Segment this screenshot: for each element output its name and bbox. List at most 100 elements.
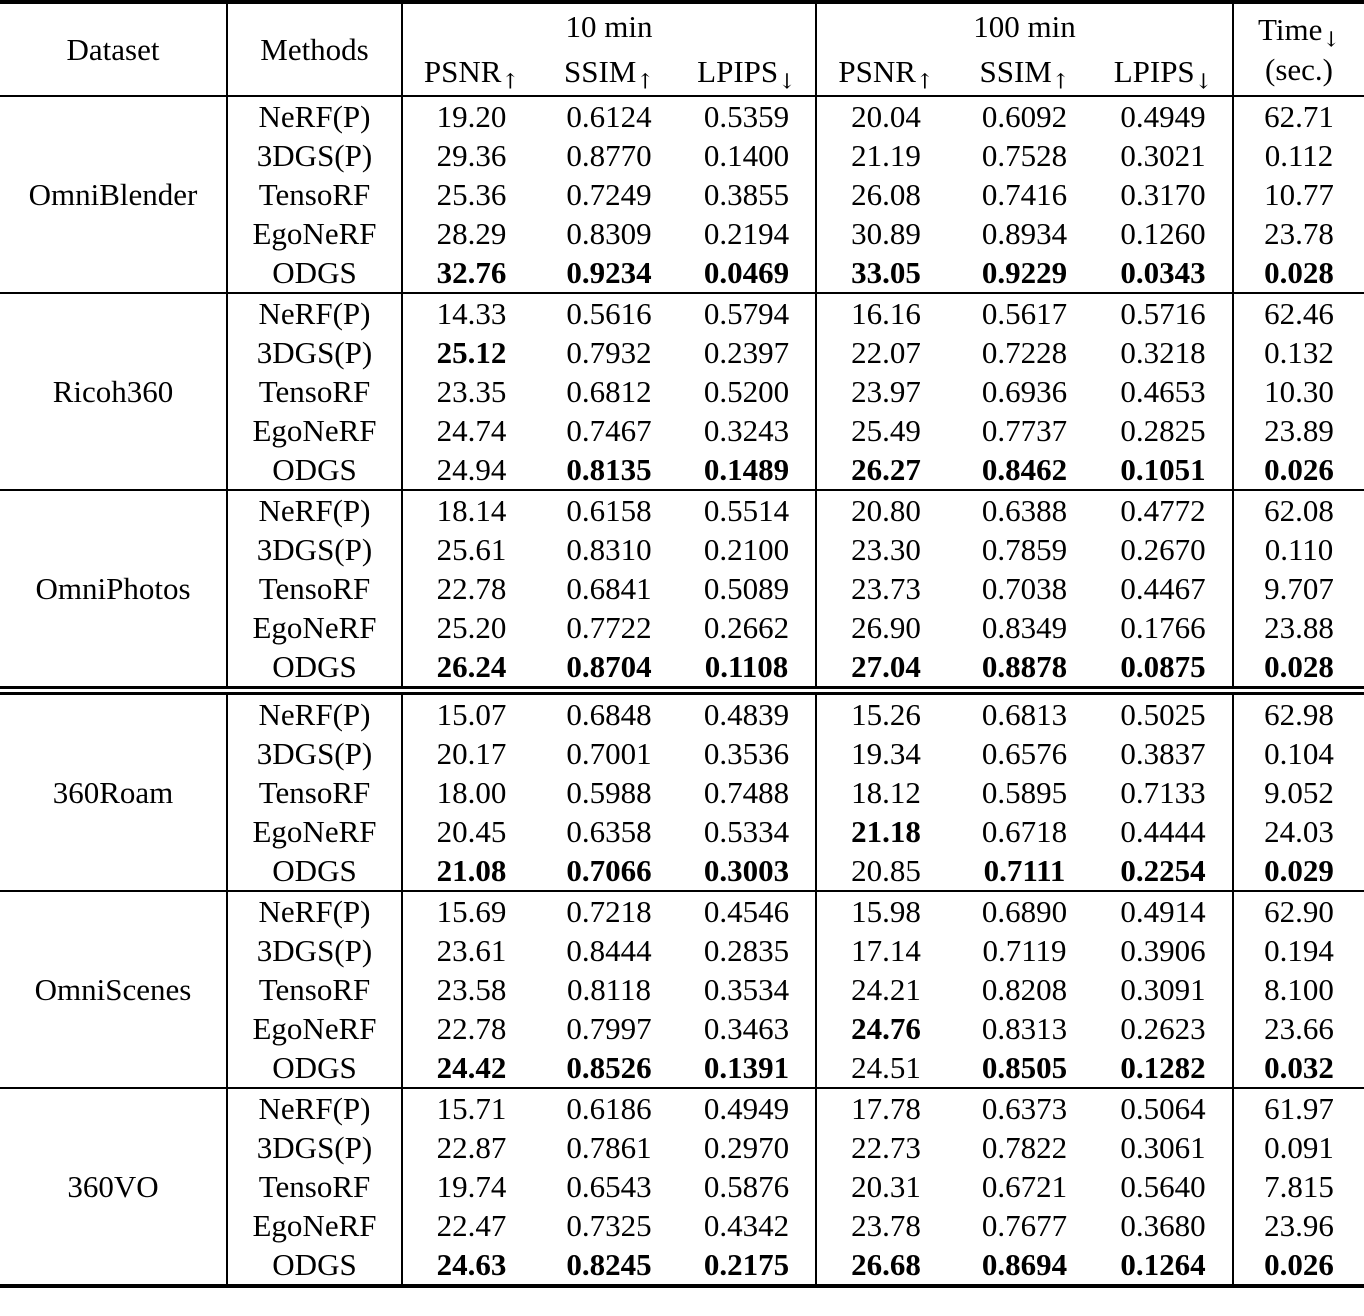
dataset-name: OmniBlender	[0, 96, 228, 293]
metric-value: 0.6721	[981, 1168, 1068, 1204]
metric-value: 20.31	[851, 1168, 921, 1204]
metric-value: 0.6358	[566, 813, 652, 849]
metric-value: 18.00	[436, 774, 507, 810]
metric-value: 33.05	[851, 254, 921, 290]
metric-value: 14.33	[436, 295, 507, 331]
metric-value: 7.815	[1264, 1168, 1334, 1204]
metric-value: 0.8934	[981, 215, 1068, 251]
metric-value: 0.5640	[1094, 1167, 1235, 1206]
table-row: ODGS 21.08 0.7066 0.3003 20.85 0.7111 0.2254 0.…	[0, 851, 1364, 891]
metric-value: 8.100	[1264, 971, 1334, 1007]
metric-value: 0.7416	[981, 176, 1068, 212]
metric-value: 24.74	[436, 412, 507, 448]
metric-value: 0.2670	[1094, 530, 1235, 569]
metric-value: 0.5064	[1094, 1088, 1235, 1128]
metric-value: 22.78	[436, 570, 507, 606]
metric-value: 21.18	[851, 813, 921, 849]
method-name: NeRF(P)	[227, 690, 403, 734]
method-name: EgoNeRF	[227, 1206, 403, 1245]
dataset-name: OmniScenes	[0, 891, 228, 1088]
time-label: Time	[1258, 11, 1323, 47]
metric-value: 0.9229	[981, 254, 1068, 290]
metric-value: 26.08	[851, 176, 921, 212]
metric-value: 16.16	[851, 295, 921, 331]
metric-value: 22.47	[436, 1207, 507, 1243]
metric-value: 0.7133	[1094, 773, 1235, 812]
metric-value: 0.5876	[678, 1167, 818, 1206]
metric-value: 17.14	[851, 932, 921, 968]
metric-value: 18.12	[851, 774, 921, 810]
table-row: EgoNeRF 22.47 0.7325 0.4342 23.78 0.7677 0.368…	[0, 1206, 1364, 1245]
method-name: ODGS	[227, 1048, 403, 1088]
metric-value: 0.4444	[1094, 812, 1235, 851]
metric-value: 0.7488	[678, 773, 818, 812]
col-header-dataset: Dataset	[0, 2, 228, 96]
col-header-psnr-10min: PSNR↑	[423, 54, 520, 94]
metric-value: 0.8135	[566, 451, 652, 487]
table-row: EgoNeRF 20.45 0.6358 0.5334 21.18 0.6718 0.444…	[0, 812, 1364, 851]
metric-value: 29.36	[436, 137, 507, 173]
table-row: ODGS 26.24 0.8704 0.1108 27.04 0.8878 0.0875 0.…	[0, 647, 1364, 691]
metric-value: 0.0875	[1094, 647, 1235, 691]
metric-value: 20.04	[851, 98, 921, 134]
dataset-name: 360VO	[0, 1088, 228, 1286]
metric-value: 20.85	[851, 852, 921, 888]
col-header-time: Time↓ (sec.)	[1233, 2, 1364, 96]
metric-value: 0.1766	[1094, 608, 1235, 647]
method-name: TensoRF	[227, 970, 403, 1009]
metric-value: 22.78	[436, 1010, 507, 1046]
dataset-section-ricoh360: Ricoh360 NeRF(P) 14.33 0.5616 0.5794 16.16 0.5…	[0, 293, 1364, 490]
metric-value: 24.21	[851, 971, 921, 1007]
metric-value: 24.76	[851, 1010, 921, 1046]
method-name: NeRF(P)	[227, 490, 403, 530]
metric-value: 21.19	[851, 137, 921, 173]
metric-value: 0.0343	[1094, 253, 1235, 293]
metric-value: 0.8444	[566, 932, 652, 968]
metric-value: 19.74	[436, 1168, 507, 1204]
dataset-section-omniblender: OmniBlender NeRF(P) 19.20 0.6124 0.5359 20.04…	[0, 96, 1364, 293]
metric-value: 61.97	[1264, 1090, 1334, 1126]
metric-value: 0.7119	[982, 932, 1067, 968]
metric-value: 10.77	[1264, 176, 1334, 212]
table-row: 3DGS(P) 25.61 0.8310 0.2100 23.30 0.7859 0.267…	[0, 530, 1364, 569]
down-arrow-icon: ↓	[778, 68, 796, 94]
metric-value: 23.97	[851, 373, 921, 409]
dataset-name: OmniPhotos	[0, 490, 228, 691]
method-name: TensoRF	[227, 569, 403, 608]
metric-value: 0.5359	[678, 96, 818, 136]
table-row: EgoNeRF 25.20 0.7722 0.2662 26.90 0.8349 0.176…	[0, 608, 1364, 647]
metric-value: 0.3680	[1094, 1206, 1235, 1245]
col-group-10min: 10 min	[402, 2, 818, 49]
table-row: TensoRF 18.00 0.5988 0.7488 18.12 0.5895 0.713…	[0, 773, 1364, 812]
metric-value: 0.3837	[1094, 734, 1235, 773]
method-name: EgoNeRF	[227, 1009, 403, 1048]
metric-value: 0.7038	[981, 570, 1068, 606]
metric-value: 0.4914	[1094, 891, 1235, 931]
metric-value: 28.29	[436, 215, 507, 251]
metric-value: 0.8704	[566, 648, 652, 684]
metric-value: 0.132	[1264, 334, 1334, 370]
col-group-100min: 100 min	[816, 2, 1235, 49]
metric-value: 0.3061	[1094, 1128, 1235, 1167]
metric-value: 0.7528	[981, 137, 1068, 173]
metric-value: 0.4949	[678, 1088, 818, 1128]
table-row: Ricoh360 NeRF(P) 14.33 0.5616 0.5794 16.16 0.5…	[0, 293, 1364, 490]
metric-value: 20.17	[436, 735, 507, 771]
method-name: TensoRF	[227, 1167, 403, 1206]
metric-value: 24.51	[851, 1049, 921, 1085]
metric-value: 0.3906	[1094, 931, 1235, 970]
metric-value: 62.08	[1264, 492, 1334, 528]
metric-value: 22.07	[851, 334, 921, 370]
method-name: NeRF(P)	[227, 891, 403, 931]
method-name: EgoNeRF	[227, 608, 403, 647]
metric-value: 0.029	[1264, 852, 1334, 888]
metric-value: 0.5514	[678, 490, 818, 530]
dataset-name: 360Roam	[0, 690, 228, 891]
table-row: 3DGS(P) 29.36 0.8770 0.1400 21.19 0.7528 0.302…	[0, 136, 1364, 175]
method-name: 3DGS(P)	[227, 333, 403, 372]
method-name: NeRF(P)	[227, 96, 403, 136]
metric-value: 0.3463	[678, 1009, 818, 1048]
results-table: Dataset Methods 10 min 100 min Time↓ (se…	[0, 0, 1364, 1288]
table-row: ODGS 24.63 0.8245 0.2175 26.68 0.8694 0.1264 0.…	[0, 1245, 1364, 1286]
metric-value: 24.94	[436, 451, 507, 487]
